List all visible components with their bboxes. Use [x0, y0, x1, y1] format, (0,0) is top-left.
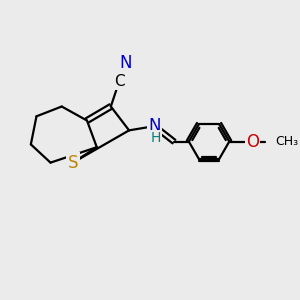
Text: C: C	[114, 74, 124, 89]
Text: H: H	[151, 131, 161, 145]
Text: O: O	[246, 133, 259, 151]
Text: N: N	[119, 54, 132, 72]
Text: N: N	[148, 117, 160, 135]
Text: S: S	[68, 154, 78, 172]
Text: CH₃: CH₃	[275, 135, 298, 148]
